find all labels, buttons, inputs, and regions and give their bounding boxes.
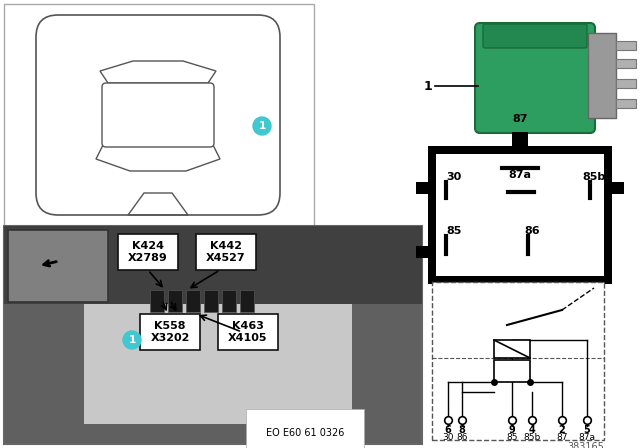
Text: 87: 87 [556,432,568,441]
Bar [588,33,616,118]
Bar [240,290,254,312]
Text: 86: 86 [456,432,468,441]
Bar [494,340,530,358]
Bar [616,41,636,50]
Bar [8,230,108,302]
Circle shape [253,117,271,135]
FancyBboxPatch shape [483,24,587,48]
Text: 8: 8 [459,425,465,435]
Text: 1: 1 [259,121,266,131]
Text: 4: 4 [529,425,536,435]
Text: 9: 9 [509,425,515,435]
Bar [150,290,164,312]
Bar [218,314,278,350]
Text: 87a: 87a [579,432,595,441]
FancyBboxPatch shape [102,83,214,147]
Bar [616,79,636,88]
Bar [610,182,624,194]
Text: 85: 85 [506,432,518,441]
Bar [512,132,528,146]
Circle shape [123,331,141,349]
Bar [168,290,182,312]
Bar [140,314,200,350]
Bar [4,226,422,304]
Text: K463
X4105: K463 X4105 [228,321,268,343]
Bar [196,234,256,270]
Bar [616,59,636,68]
Text: 1: 1 [129,335,136,345]
Bar [416,182,430,194]
Text: 85: 85 [446,226,461,236]
Bar [432,282,604,440]
Bar [118,234,178,270]
Bar [4,226,422,444]
Text: 87a: 87a [508,170,531,180]
Bar [494,360,530,382]
Bar [222,290,236,312]
Text: 2: 2 [559,425,565,435]
Text: 85b: 85b [582,172,605,182]
Text: 30: 30 [446,172,461,182]
Text: 383165: 383165 [567,442,604,448]
Bar [428,146,612,284]
Bar [416,246,430,258]
FancyBboxPatch shape [475,23,595,133]
Bar [436,154,604,276]
Text: 5: 5 [584,425,590,435]
Text: 30: 30 [442,432,454,441]
Bar [616,99,636,108]
Text: 86: 86 [524,226,540,236]
Text: K558
X3202: K558 X3202 [150,321,189,343]
Bar [84,286,352,424]
Text: 85b: 85b [524,432,541,441]
FancyBboxPatch shape [36,15,280,215]
Text: K442
X4527: K442 X4527 [206,241,246,263]
Bar [204,290,218,312]
Text: EO E60 61 0326: EO E60 61 0326 [266,428,344,438]
Text: K424
X2789: K424 X2789 [128,241,168,263]
Text: 87: 87 [512,114,528,124]
Text: 6: 6 [445,425,451,435]
Bar [186,290,200,312]
Bar [4,4,314,226]
Text: 1: 1 [423,79,432,92]
